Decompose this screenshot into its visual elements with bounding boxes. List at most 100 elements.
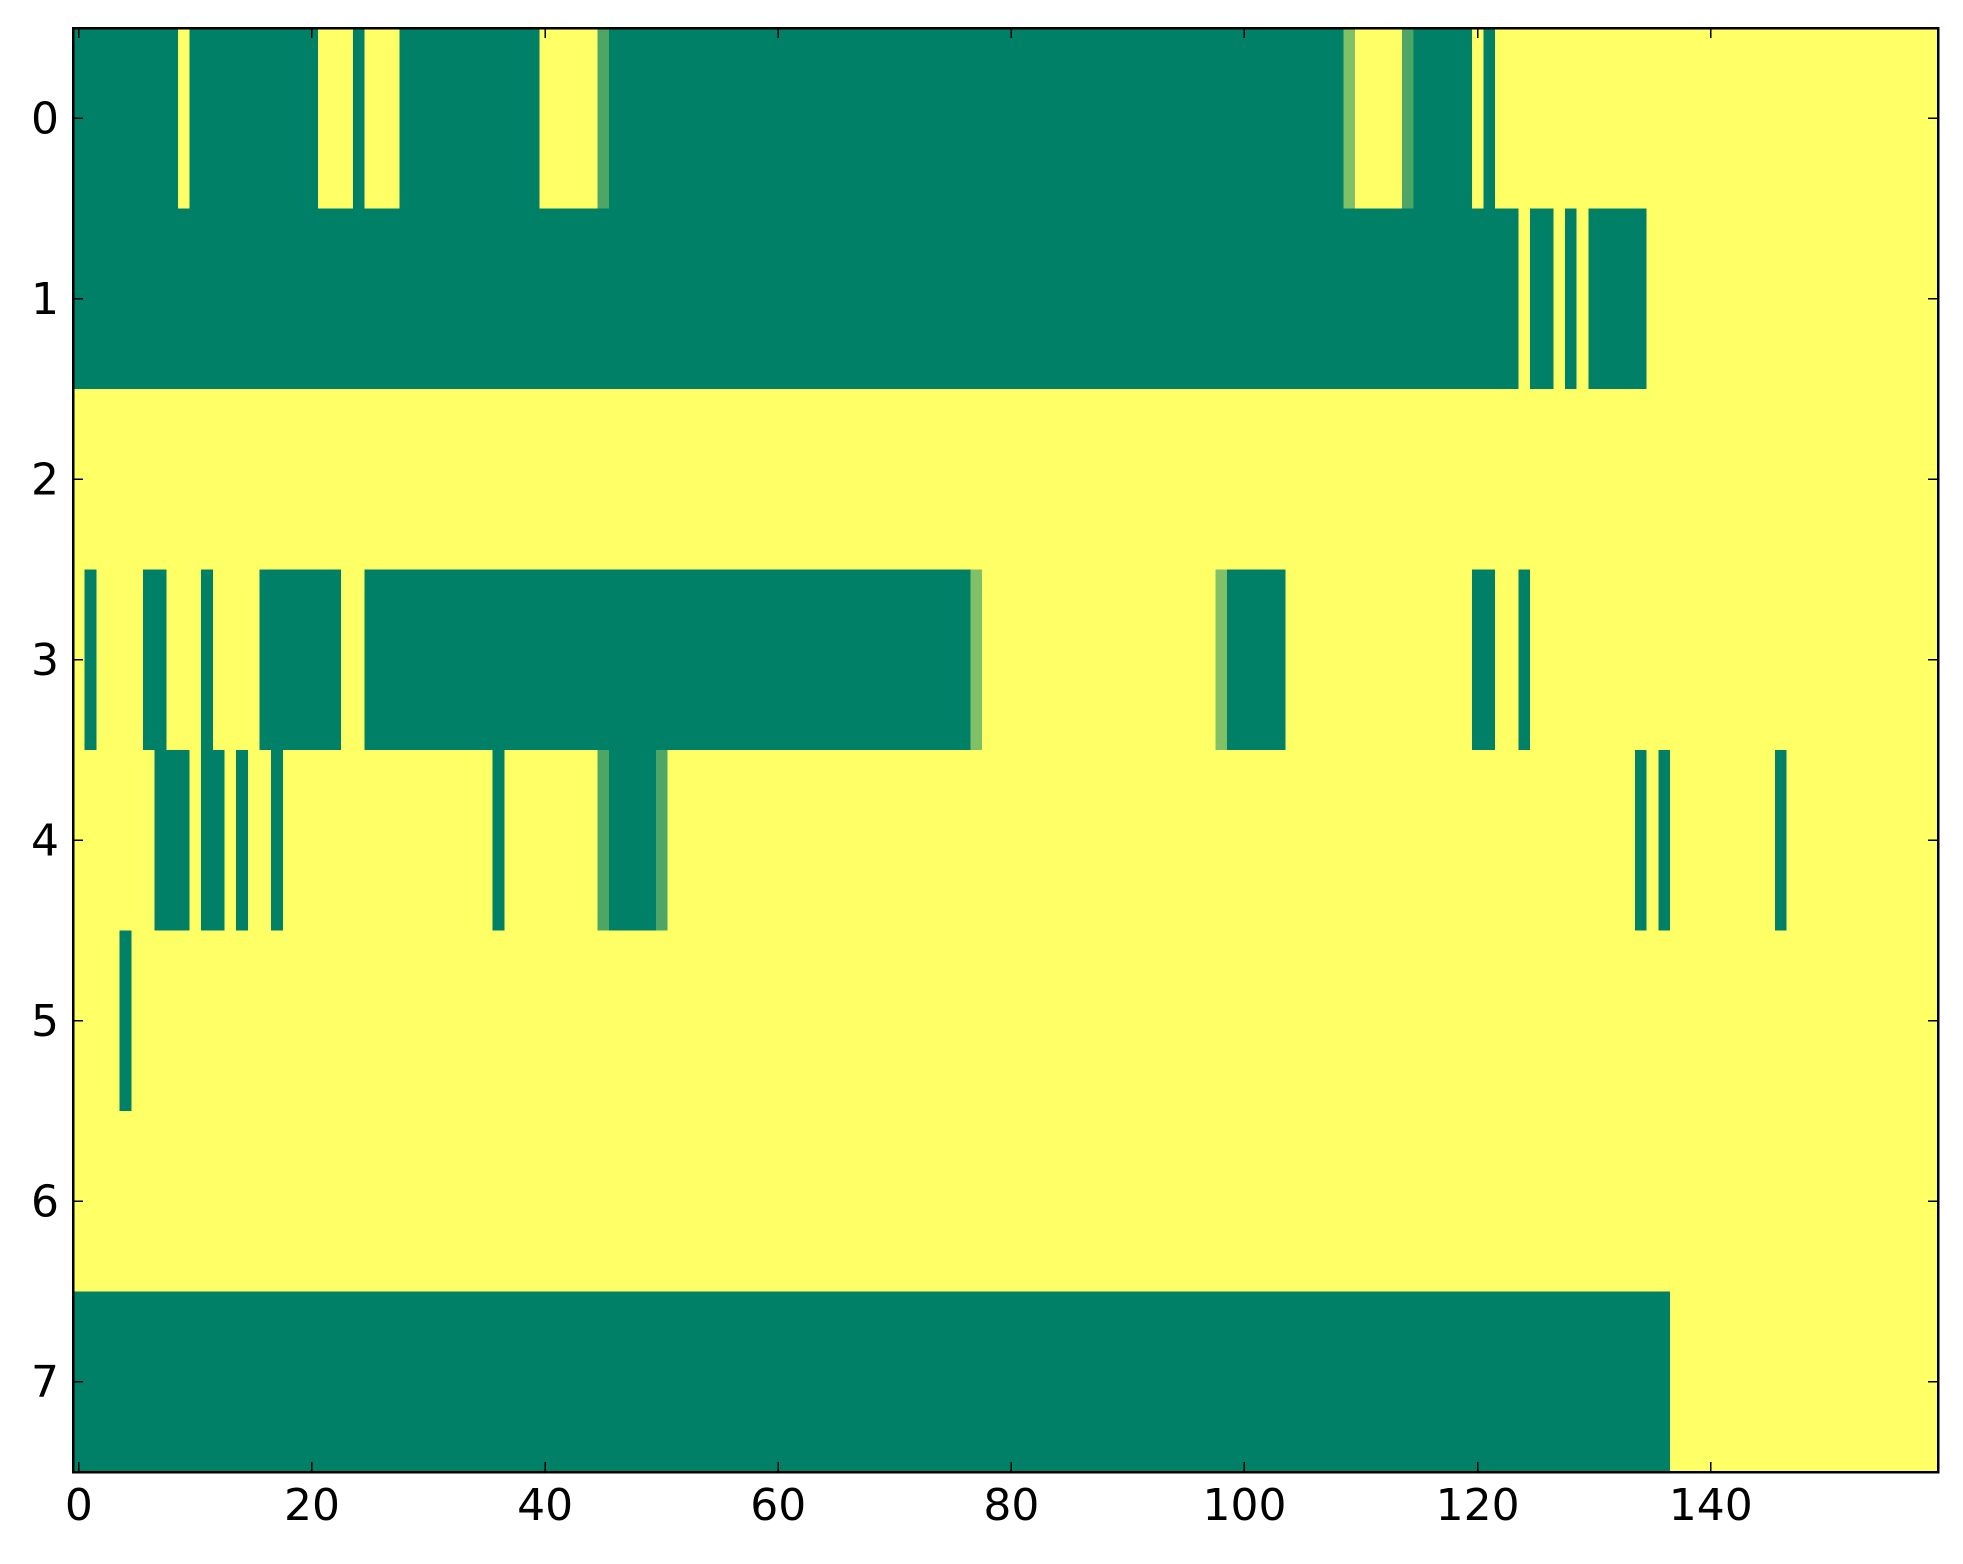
cell	[667, 1291, 680, 1473]
cell	[1460, 1111, 1473, 1293]
cell	[1028, 750, 1042, 932]
cell	[1098, 1111, 1112, 1293]
cell	[515, 569, 529, 751]
cell	[352, 930, 366, 1112]
cell	[364, 1111, 377, 1293]
cell	[1203, 930, 1216, 1112]
cell	[795, 750, 808, 932]
cell	[201, 1291, 214, 1473]
cell	[107, 569, 121, 751]
cell	[247, 750, 261, 932]
cell	[411, 750, 424, 932]
cell	[597, 1111, 610, 1293]
y-tick-label: 2	[31, 454, 59, 505]
cell	[1599, 1291, 1613, 1473]
cell	[1495, 750, 1508, 932]
cell	[714, 208, 727, 390]
cell	[877, 28, 890, 210]
cell	[1506, 1291, 1519, 1473]
cell	[236, 569, 249, 751]
cell	[469, 1291, 482, 1473]
cell	[1448, 1291, 1461, 1473]
cell	[1425, 1111, 1438, 1293]
cell	[1669, 750, 1683, 932]
cell	[1261, 569, 1275, 751]
cell	[1833, 1291, 1846, 1473]
cell	[1460, 750, 1473, 932]
cell	[1005, 750, 1018, 932]
cell	[1588, 930, 1601, 1112]
cell	[1518, 1291, 1531, 1473]
cell	[1541, 930, 1554, 1112]
cell	[294, 1111, 307, 1293]
cell	[982, 930, 995, 1112]
cell	[1914, 930, 1927, 1112]
cell	[1786, 28, 1799, 210]
cell	[1436, 28, 1450, 210]
cell	[749, 208, 762, 390]
cell	[1075, 208, 1088, 390]
x-tick-label: 0	[65, 1480, 93, 1531]
cell	[702, 1291, 715, 1473]
cell	[1879, 569, 1892, 751]
cell	[1448, 28, 1461, 210]
cell	[341, 750, 354, 932]
cell	[562, 1111, 575, 1293]
cell	[259, 569, 272, 751]
cell	[1331, 28, 1345, 210]
cell	[912, 389, 925, 571]
cell	[667, 569, 680, 751]
cell	[1553, 569, 1566, 751]
cell	[1833, 1111, 1846, 1293]
cell	[107, 1291, 121, 1473]
cell	[632, 1291, 645, 1473]
cell	[923, 208, 937, 390]
cell	[877, 208, 890, 390]
cell	[376, 28, 389, 210]
cell	[329, 750, 342, 932]
cell	[1180, 750, 1193, 932]
cell	[1599, 569, 1613, 751]
cell	[1448, 208, 1461, 390]
cell	[970, 208, 983, 390]
cell	[609, 208, 622, 390]
cell	[539, 750, 552, 932]
cell	[1798, 1291, 1811, 1473]
cell	[1611, 389, 1624, 571]
cell	[1122, 208, 1135, 390]
cell	[1506, 750, 1519, 932]
cell	[807, 930, 820, 1112]
cell	[1378, 389, 1391, 571]
cell	[1017, 389, 1030, 571]
cell	[259, 208, 272, 390]
cell	[550, 569, 564, 751]
cell	[469, 1111, 482, 1293]
cell	[1903, 930, 1916, 1112]
cell	[1809, 569, 1823, 751]
cell	[1681, 28, 1694, 210]
cell	[1833, 569, 1846, 751]
cell	[550, 1111, 564, 1293]
cell	[1763, 1111, 1776, 1293]
cell	[1133, 1291, 1146, 1473]
cell	[1203, 389, 1216, 571]
cell	[1739, 1291, 1753, 1473]
cell	[282, 569, 296, 751]
cell	[434, 1111, 447, 1293]
cell	[958, 208, 972, 390]
cell	[1728, 1111, 1741, 1293]
cell	[1891, 930, 1904, 1112]
cell	[807, 1111, 820, 1293]
cell	[1308, 569, 1321, 751]
cell	[352, 1291, 366, 1473]
cell	[504, 750, 517, 932]
cell	[1821, 208, 1834, 390]
cell	[1226, 389, 1240, 571]
cell	[760, 389, 773, 571]
cell	[947, 1111, 960, 1293]
cell	[1087, 28, 1100, 210]
cell	[294, 1291, 307, 1473]
cell	[632, 569, 645, 751]
cell	[539, 1291, 552, 1473]
